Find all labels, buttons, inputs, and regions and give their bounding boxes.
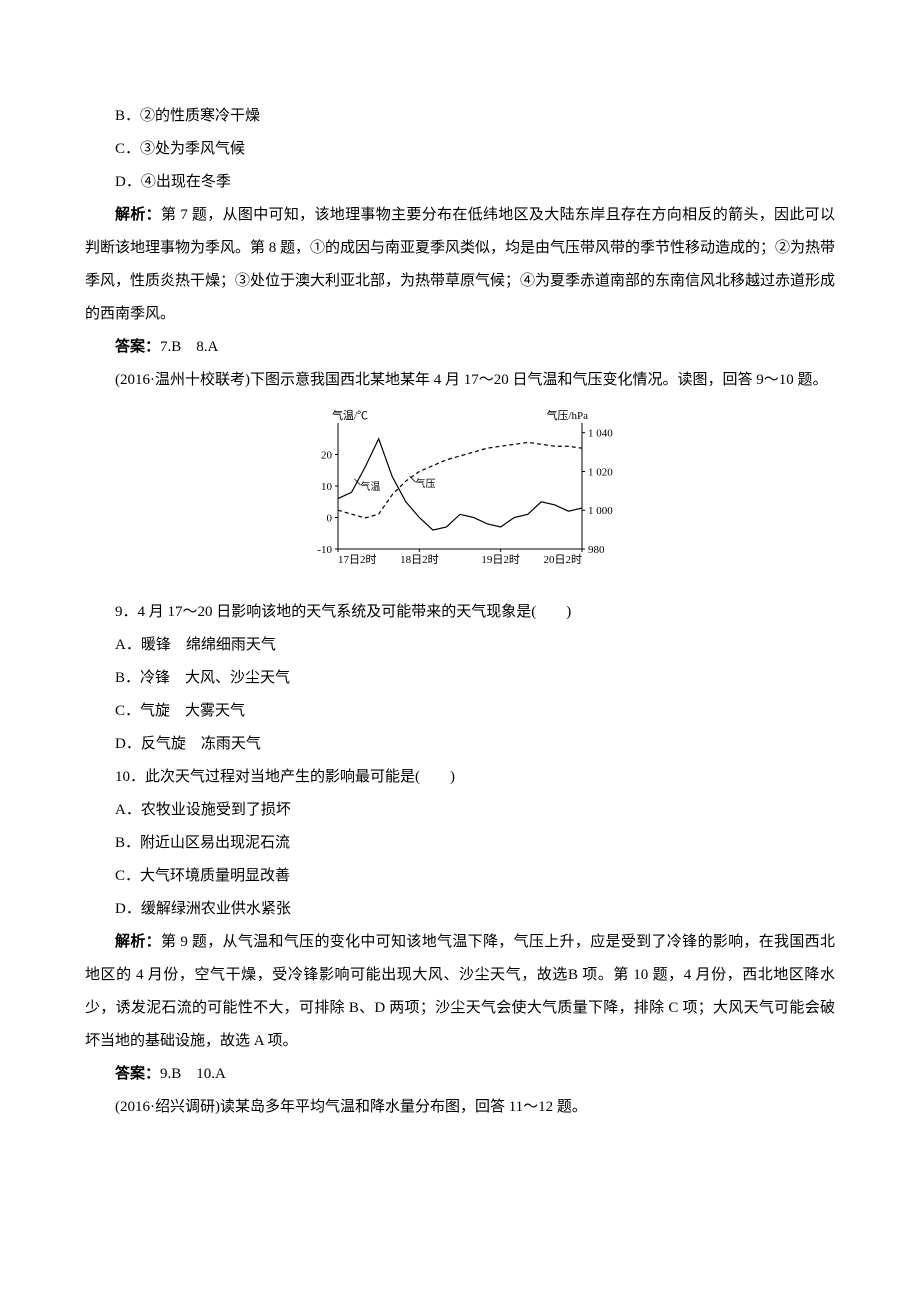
svg-text:19日2时: 19日2时 bbox=[481, 553, 520, 566]
q8-option-d: D．④出现在冬季 bbox=[85, 166, 835, 199]
svg-text:20日2时: 20日2时 bbox=[544, 553, 583, 566]
q9-stem: 9．4 月 17～20 日影响该地的天气系统及可能带来的天气现象是( ) bbox=[85, 596, 835, 629]
q10-option-b: B．附近山区易出现泥石流 bbox=[85, 827, 835, 860]
answer-label: 答案： bbox=[115, 339, 160, 355]
q9-option-c: C．气旋 大雾天气 bbox=[85, 695, 835, 728]
svg-text:气温: 气温 bbox=[360, 480, 380, 493]
svg-text:气压: 气压 bbox=[416, 477, 436, 490]
svg-text:0: 0 bbox=[327, 513, 333, 525]
q1112-intro: (2016·绍兴调研)读某岛多年平均气温和降水量分布图，回答 11～12 题。 bbox=[85, 1091, 835, 1124]
svg-text:1 020: 1 020 bbox=[588, 466, 613, 478]
svg-text:气压/hPa: 气压/hPa bbox=[546, 408, 588, 422]
svg-text:18日2时: 18日2时 bbox=[400, 553, 439, 566]
answer-label-2: 答案： bbox=[115, 1066, 160, 1082]
q9-option-b: B．冷锋 大风、沙尘天气 bbox=[85, 662, 835, 695]
q10-option-c: C．大气环境质量明显改善 bbox=[85, 860, 835, 893]
svg-text:10: 10 bbox=[321, 481, 333, 493]
chart-container: -10 0 10 20 980 1 000 1 020 1 040 17日2时 18日2时 19日2… bbox=[85, 405, 835, 588]
q10-stem: 10．此次天气过程对当地产生的影响最可能是( ) bbox=[85, 761, 835, 794]
q910-intro: (2016·温州十校联考)下图示意我国西北某地某年 4 月 17～20 日气温和… bbox=[85, 364, 835, 397]
svg-text:17日2时: 17日2时 bbox=[338, 553, 377, 566]
answer-910-text: 9.B 10.A bbox=[160, 1066, 226, 1082]
answer-78-text: 7.B 8.A bbox=[160, 339, 218, 355]
svg-text:1 000: 1 000 bbox=[588, 505, 613, 517]
q8-option-c: C．③处为季风气候 bbox=[85, 133, 835, 166]
q9-option-d: D．反气旋 冻雨天气 bbox=[85, 728, 835, 761]
svg-text:-10: -10 bbox=[317, 544, 332, 556]
q9-option-a: A．暖锋 绵绵细雨天气 bbox=[85, 629, 835, 662]
svg-text:20: 20 bbox=[321, 450, 333, 462]
q10-option-d: D．缓解绿洲农业供水紧张 bbox=[85, 893, 835, 926]
svg-text:980: 980 bbox=[588, 544, 605, 556]
analysis-label: 解析： bbox=[115, 207, 161, 223]
analysis-78: 解析：第 7 题，从图中可知，该地理事物主要分布在低纬地区及大陆东岸且存在方向相… bbox=[85, 199, 835, 331]
analysis-78-text: 第 7 题，从图中可知，该地理事物主要分布在低纬地区及大陆东岸且存在方向相反的箭… bbox=[85, 207, 835, 322]
svg-text:1 040: 1 040 bbox=[588, 428, 613, 440]
svg-text:气温/℃: 气温/℃ bbox=[332, 408, 368, 422]
analysis-910-text: 第 9 题，从气温和气压的变化中可知该地气温下降，气压上升，应是受到了冷锋的影响… bbox=[85, 934, 835, 1049]
answer-910: 答案：9.B 10.A bbox=[85, 1058, 835, 1091]
answer-78: 答案：7.B 8.A bbox=[85, 331, 835, 364]
temperature-pressure-chart: -10 0 10 20 980 1 000 1 020 1 040 17日2时 18日2时 19日2… bbox=[290, 405, 630, 575]
q10-option-a: A．农牧业设施受到了损坏 bbox=[85, 794, 835, 827]
analysis-910: 解析：第 9 题，从气温和气压的变化中可知该地气温下降，气压上升，应是受到了冷锋… bbox=[85, 926, 835, 1058]
q8-option-b: B．②的性质寒冷干燥 bbox=[85, 100, 835, 133]
analysis-label-2: 解析： bbox=[115, 934, 161, 950]
